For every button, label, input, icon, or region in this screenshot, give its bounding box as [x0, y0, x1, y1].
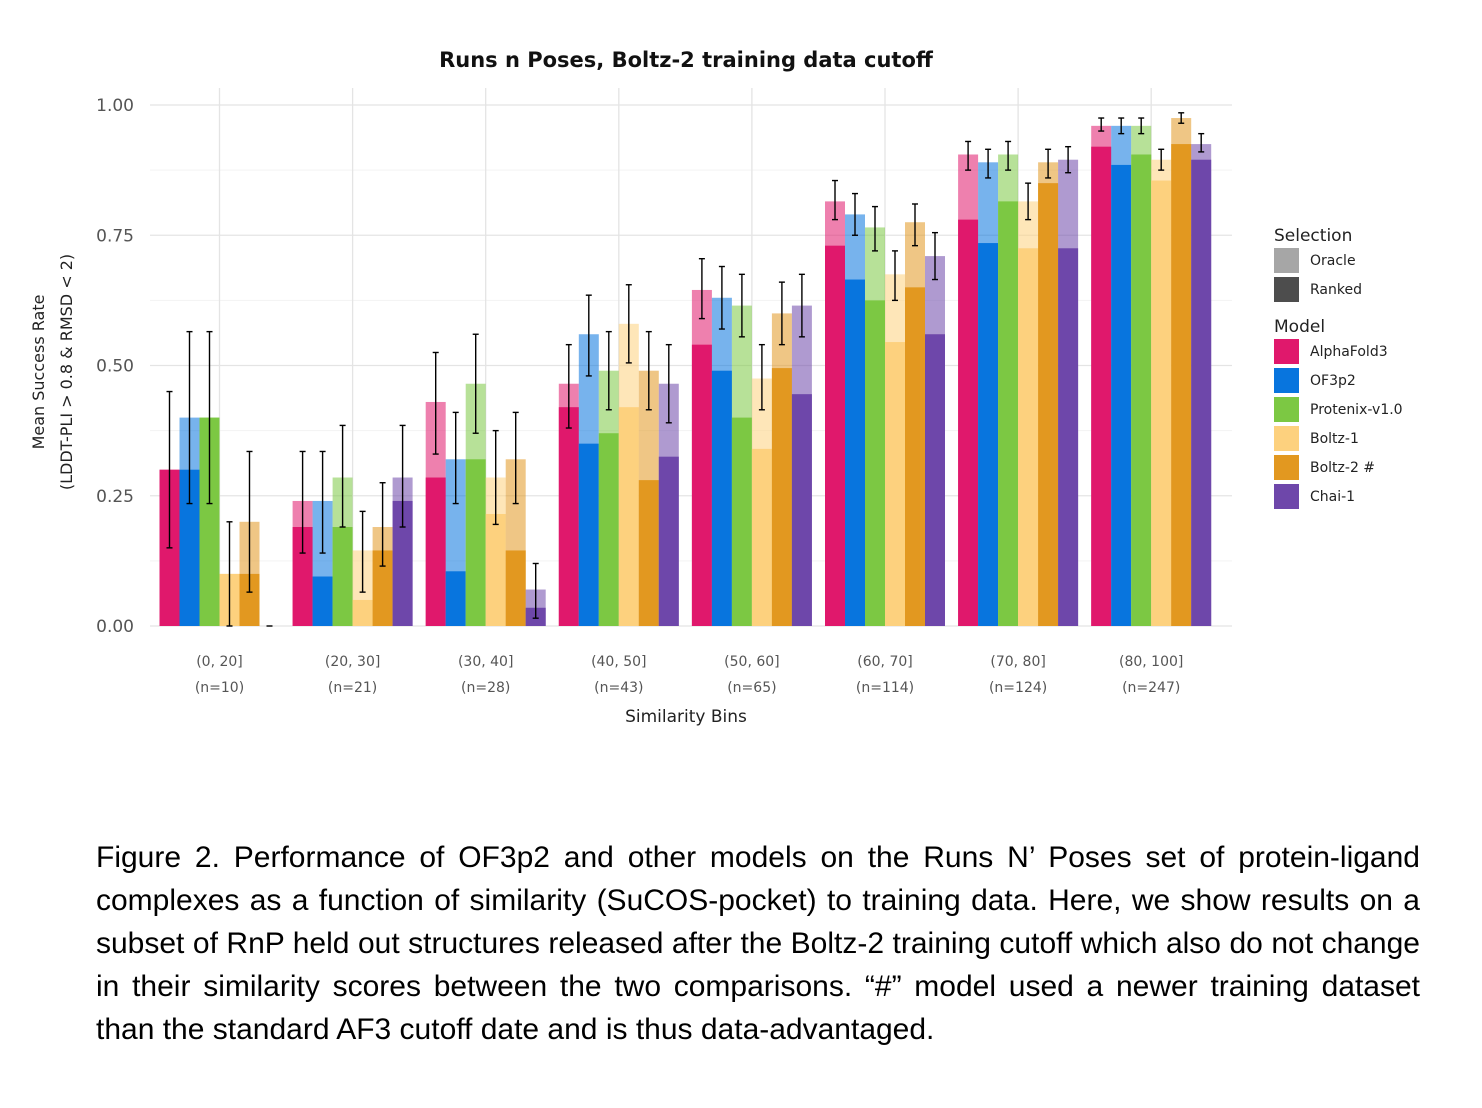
legend-selection-swatch	[1274, 248, 1299, 273]
bar-ranked	[731, 417, 752, 626]
bar-ranked	[332, 527, 353, 626]
bar-ranked	[925, 334, 945, 626]
x-axis-label: Similarity Bins	[625, 707, 747, 727]
bar-ranked	[1131, 154, 1152, 626]
bar-ranked	[1151, 180, 1172, 627]
legend: Selection Oracle Ranked Model AlphaFold3 O…	[1274, 226, 1403, 509]
legend-model-swatch	[1274, 426, 1299, 451]
bar-ranked	[199, 417, 220, 626]
error-bars	[166, 112, 1205, 627]
x-tick-count-label: (n=124)	[989, 680, 1047, 696]
x-tick-count-label: (n=21)	[328, 680, 377, 696]
bar-ranked	[179, 469, 200, 626]
bar-ranked	[505, 550, 526, 626]
bar-ranked	[791, 394, 812, 626]
legend-model-label: Boltz-1	[1310, 431, 1359, 447]
bar-ranked	[771, 368, 792, 626]
y-tick-label: 0.50	[96, 357, 134, 377]
legend-selection-label: Oracle	[1310, 253, 1356, 269]
legend-model-title: Model	[1274, 317, 1325, 337]
y-axis-label-line1: Mean Success Rate	[29, 295, 48, 450]
x-tick-count-label: (n=43)	[594, 680, 643, 696]
x-tick-label: (30, 40]	[458, 654, 513, 670]
bar-ranked	[312, 576, 333, 626]
bar-ranked	[885, 342, 905, 626]
x-tick-count-label: (n=10)	[195, 680, 244, 696]
legend-model-swatch	[1274, 455, 1299, 480]
y-axis-label-line2: (LDDT-PLI > 0.8 & RMSD < 2)	[57, 254, 76, 490]
legend-model-label: Protenix-v1.0	[1310, 402, 1403, 418]
x-tick-label: (60, 70]	[857, 654, 912, 670]
legend-selection-swatch	[1274, 277, 1299, 302]
x-tick-count-label: (n=65)	[727, 680, 776, 696]
bar-ranked	[1018, 248, 1039, 626]
legend-selection-label: Ranked	[1310, 282, 1362, 298]
legend-selection-title: Selection	[1274, 226, 1352, 246]
bar-ranked	[865, 300, 885, 626]
bar-ranked	[845, 279, 865, 626]
bar-ranked	[751, 448, 772, 626]
bar-ranked	[485, 513, 506, 626]
legend-model-swatch	[1274, 368, 1299, 393]
bar-ranked	[558, 407, 579, 626]
bar-ranked	[352, 599, 373, 626]
bar-ranked	[465, 459, 486, 626]
bar-group	[159, 118, 1212, 627]
x-tick-count-label: (n=247)	[1122, 680, 1180, 696]
legend-model-swatch	[1274, 339, 1299, 364]
bar-ranked	[392, 500, 413, 626]
y-tick-label: 0.25	[96, 487, 134, 507]
bar-ranked	[658, 456, 679, 626]
bar-ranked	[958, 219, 979, 626]
bar-ranked	[425, 477, 446, 626]
x-tick-label: (40, 50]	[591, 654, 646, 670]
bar-ranked	[638, 480, 659, 626]
legend-model-label: Chai-1	[1310, 489, 1355, 505]
legend-model-swatch	[1274, 484, 1299, 509]
chart-title: Runs n Poses, Boltz-2 training data cuto…	[439, 48, 934, 72]
legend-model-label: AlphaFold3	[1310, 344, 1388, 360]
bar-ranked	[1038, 183, 1059, 626]
bar-ranked	[1171, 144, 1192, 626]
x-tick-label: (70, 80]	[990, 654, 1045, 670]
bar-ranked	[691, 344, 712, 626]
x-tick-label: (0, 20]	[196, 654, 243, 670]
y-axis-label: Mean Success Rate (LDDT-PLI > 0.8 & RMSD…	[29, 254, 76, 490]
bar-ranked	[1111, 164, 1132, 627]
bar-ranked	[1058, 248, 1079, 626]
bar-ranked	[292, 527, 313, 626]
legend-model-swatch	[1274, 397, 1299, 422]
bar-ranked	[1191, 159, 1212, 626]
bar-ranked	[905, 287, 925, 626]
legend-model-label: Boltz-2 #	[1310, 460, 1375, 476]
axes: 0.00 0.25 0.50 0.75 1.00 (0, 20] (n=10) (20, 30…	[96, 96, 1183, 696]
chart: 0.00 0.25 0.50 0.75 1.00 (0, 20] (n=10) (20, 30…	[29, 48, 1403, 727]
bar-ranked	[239, 573, 260, 626]
bar-ranked	[618, 407, 639, 626]
bar-ranked	[445, 571, 466, 626]
y-tick-label: 1.00	[96, 96, 134, 116]
legend-model-label: OF3p2	[1310, 373, 1356, 389]
bar-ranked	[711, 370, 732, 626]
x-tick-label: (80, 100]	[1119, 654, 1183, 670]
bar-ranked	[1091, 146, 1112, 626]
bar-ranked	[978, 243, 999, 626]
y-tick-label: 0.00	[96, 617, 134, 637]
bar-ranked	[598, 433, 619, 626]
x-tick-count-label: (n=28)	[461, 680, 510, 696]
x-tick-label: (50, 60]	[724, 654, 779, 670]
x-tick-count-label: (n=114)	[856, 680, 914, 696]
bar-ranked	[825, 245, 845, 627]
x-tick-label: (20, 30]	[325, 654, 380, 670]
figure-caption: Figure 2. Performance of OF3p2 and other…	[96, 841, 1420, 1046]
bar-ranked	[578, 443, 599, 626]
bar-ranked	[372, 550, 393, 626]
bar-ranked	[998, 201, 1019, 626]
y-tick-label: 0.75	[96, 226, 134, 246]
